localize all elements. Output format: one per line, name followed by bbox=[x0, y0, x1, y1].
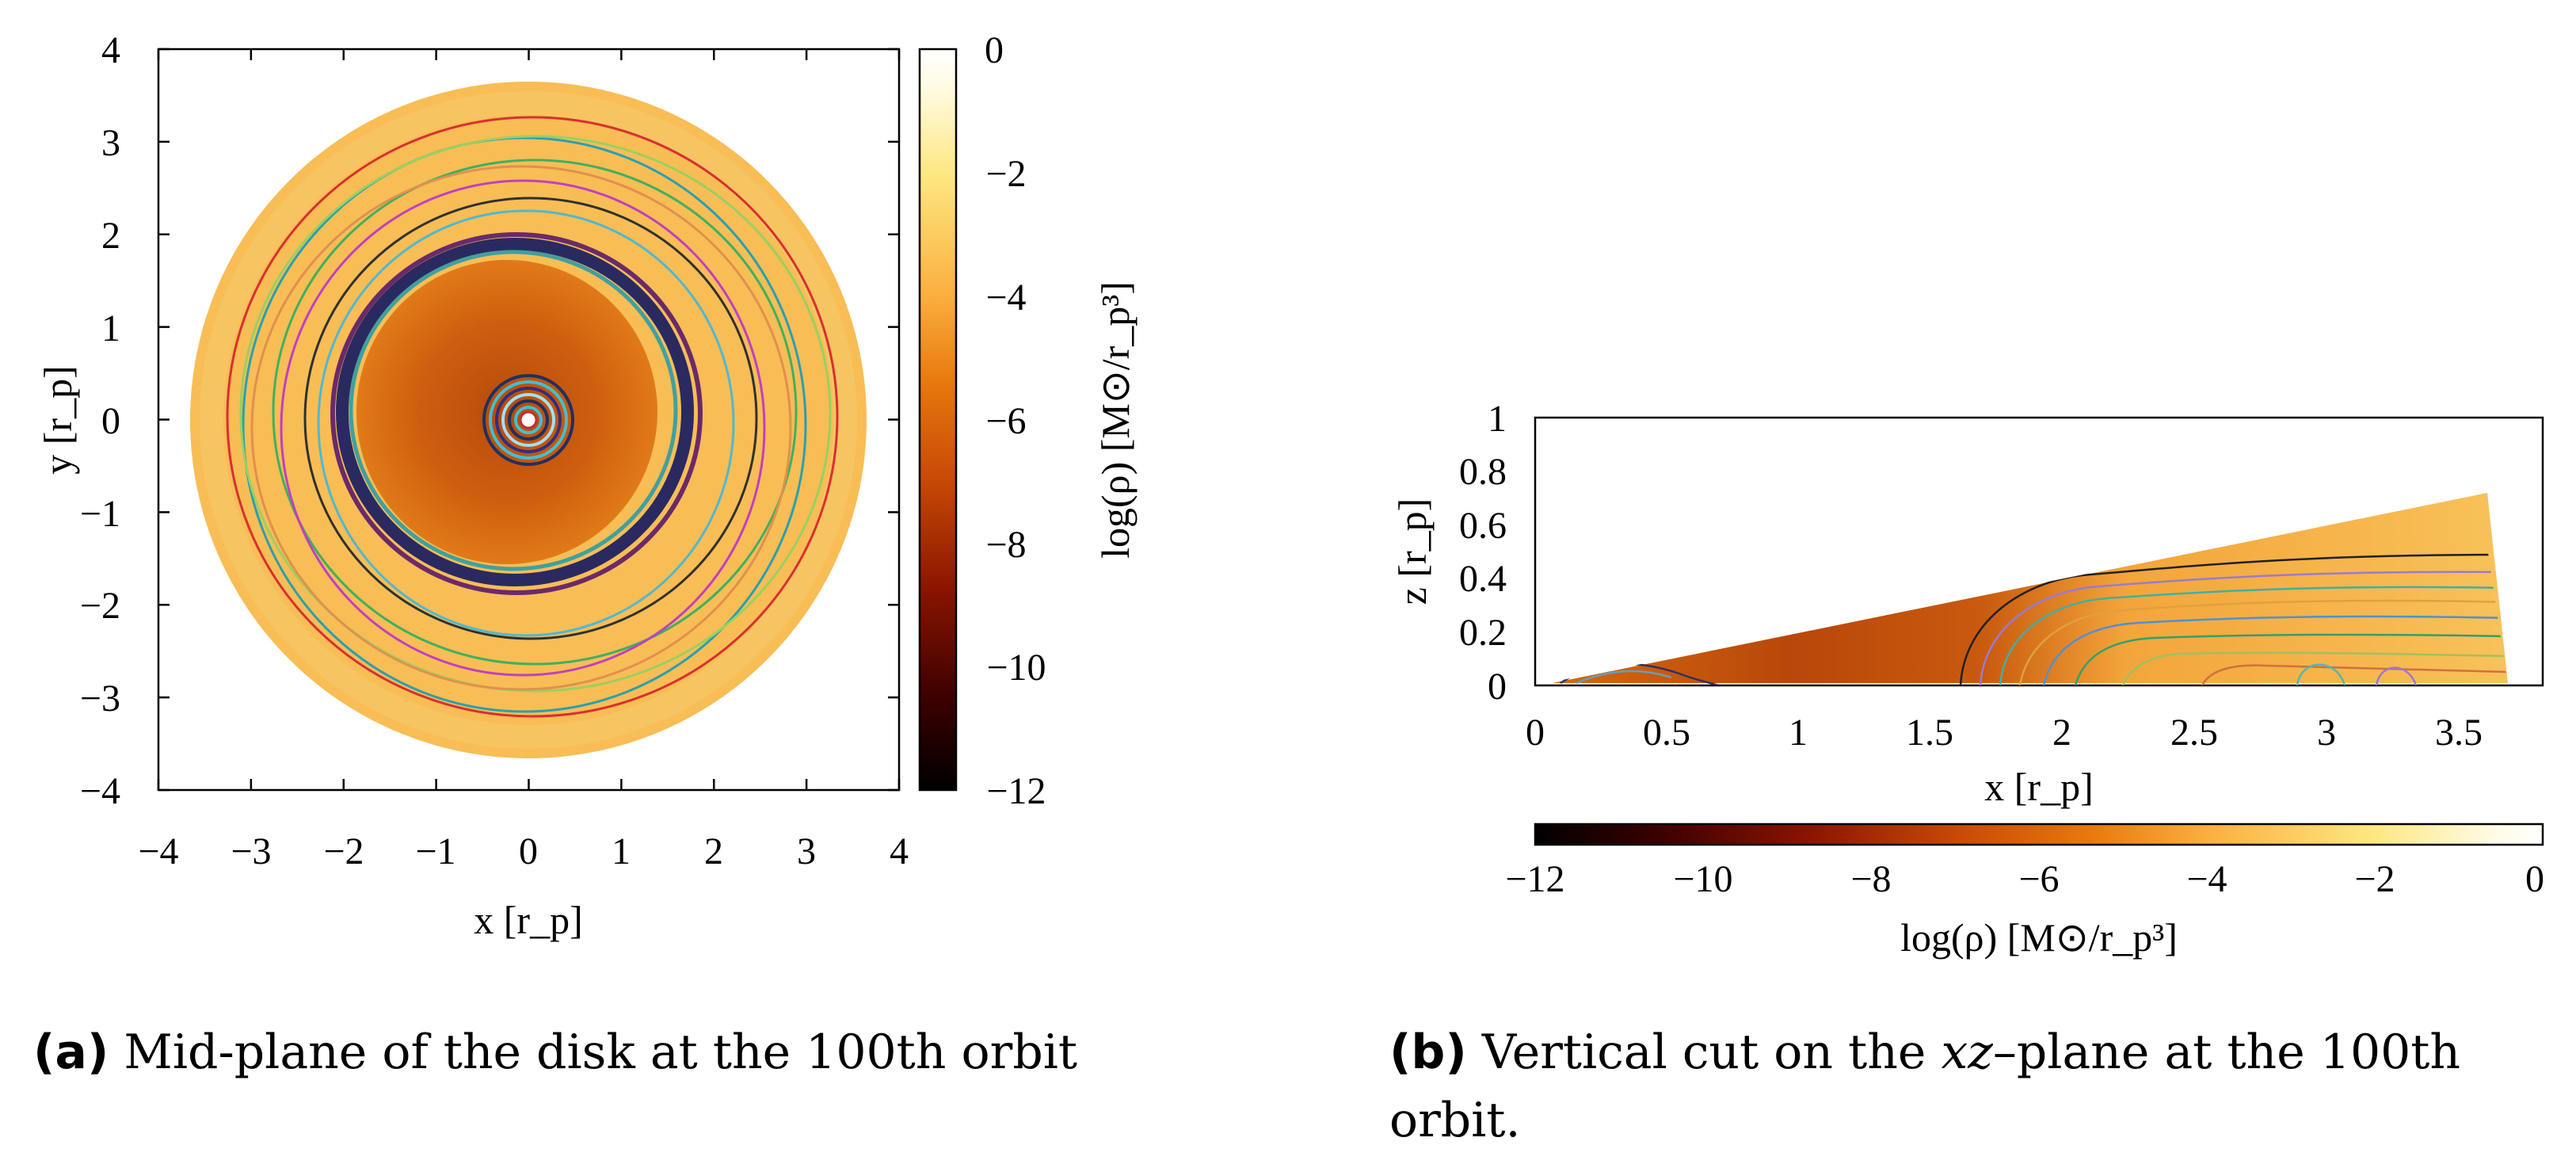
caption-b-text-2: –plane at the 100th bbox=[1992, 1025, 2461, 1080]
a-xtick: −3 bbox=[231, 830, 271, 872]
caption-a-label: (a) bbox=[33, 1025, 109, 1080]
caption-b-label: (b) bbox=[1389, 1025, 1467, 1080]
b-xtick: 1.5 bbox=[1906, 712, 1953, 754]
a-xtick: 2 bbox=[704, 830, 723, 872]
a-cbtick: 0 bbox=[985, 29, 1004, 71]
dense-ring bbox=[336, 238, 694, 586]
a-ytick: −2 bbox=[80, 585, 120, 627]
b-cbtick: −10 bbox=[1673, 858, 1732, 900]
b-cbtick: −4 bbox=[2186, 858, 2227, 900]
a-cbtick: −6 bbox=[985, 400, 1026, 442]
panel-a-colorbar bbox=[918, 48, 958, 792]
panel-a-colorbar-ticks: 0 −2 −4 −6 −8 −10 −12 bbox=[985, 29, 1046, 812]
panel-b-x-ticks: 0 0.5 1 1.5 2 2.5 3 3.5 bbox=[1526, 712, 2483, 754]
b-xtick: 3.5 bbox=[2435, 712, 2483, 754]
caption-b-italic: xz bbox=[1941, 1025, 1993, 1080]
a-cbtick: −12 bbox=[986, 770, 1046, 812]
b-ytick: 0.2 bbox=[1459, 612, 1507, 654]
panel-b: 0 0.5 1 1.5 2 2.5 3 3.5 0 0.2 0.4 0.6 0.… bbox=[1390, 398, 2544, 960]
a-cbtick: −10 bbox=[986, 647, 1046, 689]
b-xtick: 0.5 bbox=[1643, 712, 1690, 754]
b-cbtick: −6 bbox=[2018, 858, 2059, 900]
a-ytick: −3 bbox=[80, 678, 120, 720]
a-xtick: −4 bbox=[138, 830, 178, 872]
panel-a-colorbar-label: log(ρ) [M⊙/r_p³] bbox=[1093, 281, 1137, 559]
panel-a-y-ticks: −4 −3 −2 −1 0 1 2 3 4 bbox=[80, 29, 120, 812]
disk-image bbox=[190, 82, 867, 758]
a-ytick: −1 bbox=[80, 493, 120, 535]
b-ytick: 0.4 bbox=[1459, 558, 1507, 600]
a-ytick: 4 bbox=[101, 29, 120, 71]
a-ytick: 0 bbox=[101, 400, 120, 442]
density-contours bbox=[226, 116, 839, 718]
central-star bbox=[519, 410, 538, 429]
a-ytick: 1 bbox=[101, 307, 120, 349]
b-ytick: 0.6 bbox=[1459, 505, 1507, 547]
panel-b-colorbar-ticks: −12 −10 −8 −6 −4 −2 0 bbox=[1505, 858, 2544, 900]
wedge-image bbox=[1553, 493, 2508, 685]
caption-b: (b) Vertical cut on the xz–plane at the … bbox=[1389, 1018, 2570, 1155]
panel-b-colorbar bbox=[1534, 823, 2544, 846]
b-xtick: 3 bbox=[2317, 712, 2336, 754]
panel-b-colorbar-label: log(ρ) [M⊙/r_p³] bbox=[1900, 915, 2178, 960]
b-cbtick: −8 bbox=[1850, 858, 1891, 900]
caption-a-text: Mid-plane of the disk at the 100th orbit bbox=[124, 1025, 1078, 1080]
panel-a-x-ticks: −4 −3 −2 −1 0 1 2 3 4 bbox=[138, 830, 909, 872]
b-cbtick: −12 bbox=[1505, 858, 1564, 900]
a-cbtick: −4 bbox=[985, 277, 1026, 319]
panel-a-xlabel: x [r_p] bbox=[474, 898, 582, 942]
panel-b-xlabel: x [r_p] bbox=[1984, 765, 2093, 809]
caption-b-text-1: Vertical cut on the bbox=[1481, 1025, 1942, 1080]
a-xtick: 4 bbox=[890, 830, 909, 872]
caption-a: (a) Mid-plane of the disk at the 100th o… bbox=[33, 1018, 1077, 1086]
central-rings bbox=[482, 374, 574, 466]
a-xtick: 3 bbox=[797, 830, 816, 872]
b-ytick: 0.8 bbox=[1459, 451, 1507, 493]
b-xtick: 2.5 bbox=[2170, 712, 2218, 754]
a-xtick: −2 bbox=[323, 830, 364, 872]
panel-b-ylabel: z [r_p] bbox=[1390, 498, 1435, 605]
wedge-contours bbox=[1560, 553, 2508, 685]
a-xtick: 1 bbox=[612, 830, 631, 872]
panel-a: −4 −3 −2 −1 0 1 2 3 4 −4 −3 −2 −1 0 1 2 … bbox=[36, 29, 1137, 942]
panel-a-ylabel: y [r_p] bbox=[36, 365, 80, 474]
inner-cavity bbox=[356, 260, 657, 564]
a-cbtick: −8 bbox=[985, 524, 1026, 566]
a-xtick: −1 bbox=[415, 830, 455, 872]
a-cbtick: −2 bbox=[985, 153, 1026, 195]
b-xtick: 1 bbox=[1789, 712, 1808, 754]
a-ytick: 3 bbox=[101, 122, 120, 164]
b-ytick: 1 bbox=[1488, 398, 1507, 440]
b-cbtick: −2 bbox=[2354, 858, 2395, 900]
b-cbtick: 0 bbox=[2525, 858, 2544, 900]
caption-b-text-3: orbit. bbox=[1389, 1093, 1521, 1148]
panel-b-y-ticks: 0 0.2 0.4 0.6 0.8 1 bbox=[1459, 398, 1507, 708]
a-ytick: 2 bbox=[101, 215, 120, 257]
b-ytick: 0 bbox=[1488, 666, 1507, 708]
a-xtick: 0 bbox=[519, 830, 538, 872]
b-xtick: 0 bbox=[1526, 712, 1545, 754]
b-xtick: 2 bbox=[2052, 712, 2071, 754]
a-ytick: −4 bbox=[80, 770, 120, 812]
